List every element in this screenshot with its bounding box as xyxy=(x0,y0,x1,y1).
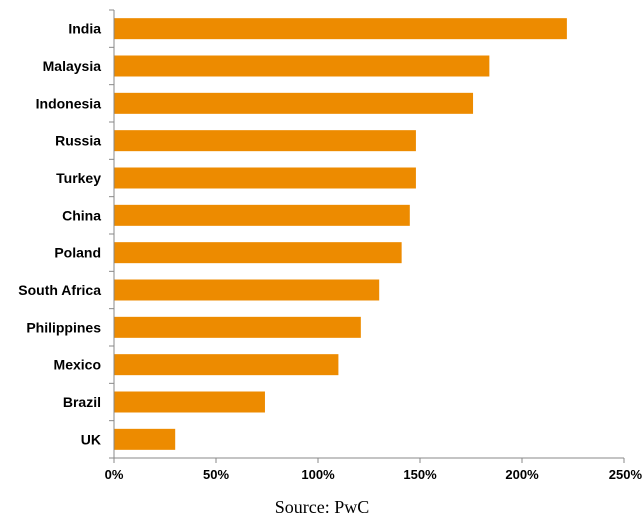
bar-turkey xyxy=(114,167,416,189)
category-label: Indonesia xyxy=(36,95,102,111)
bar-chart: India Malaysia Indonesia Russia Turkey China P… xyxy=(18,9,643,482)
bar-russia xyxy=(114,130,416,152)
x-tick-label: 50% xyxy=(203,467,229,482)
bar-china xyxy=(114,204,410,226)
y-axis-ticks-group xyxy=(109,9,114,459)
x-tick-label: 250% xyxy=(609,467,643,482)
category-label: South Africa xyxy=(18,282,101,298)
bar-philippines xyxy=(114,316,361,338)
category-label: Brazil xyxy=(63,394,101,410)
category-label: UK xyxy=(81,431,101,447)
category-label: Mexico xyxy=(54,357,101,373)
category-label: Malaysia xyxy=(43,58,102,74)
bar-india xyxy=(114,18,567,40)
source-caption: Source: PwC xyxy=(274,497,370,517)
x-tick-label: 150% xyxy=(403,467,437,482)
category-label: Philippines xyxy=(26,319,101,335)
category-label: China xyxy=(62,207,101,223)
category-label: India xyxy=(68,21,101,37)
bar-brazil xyxy=(114,391,265,413)
bar-uk xyxy=(114,428,176,450)
category-label: Poland xyxy=(54,245,101,261)
x-tick-label: 0% xyxy=(105,467,124,482)
category-labels-group: India Malaysia Indonesia Russia Turkey China P… xyxy=(18,21,101,448)
bar-indonesia xyxy=(114,92,474,114)
bars-group xyxy=(114,18,567,450)
x-tick-label: 100% xyxy=(301,467,335,482)
category-label: Russia xyxy=(55,133,101,149)
x-axis-ticks-group: 0% 50% 100% 150% 200% 250% xyxy=(105,458,643,482)
bar-south-africa xyxy=(114,279,380,301)
bar-poland xyxy=(114,242,402,264)
category-label: Turkey xyxy=(56,170,101,186)
bar-malaysia xyxy=(114,55,490,77)
x-tick-label: 200% xyxy=(505,467,539,482)
bar-mexico xyxy=(114,354,339,376)
